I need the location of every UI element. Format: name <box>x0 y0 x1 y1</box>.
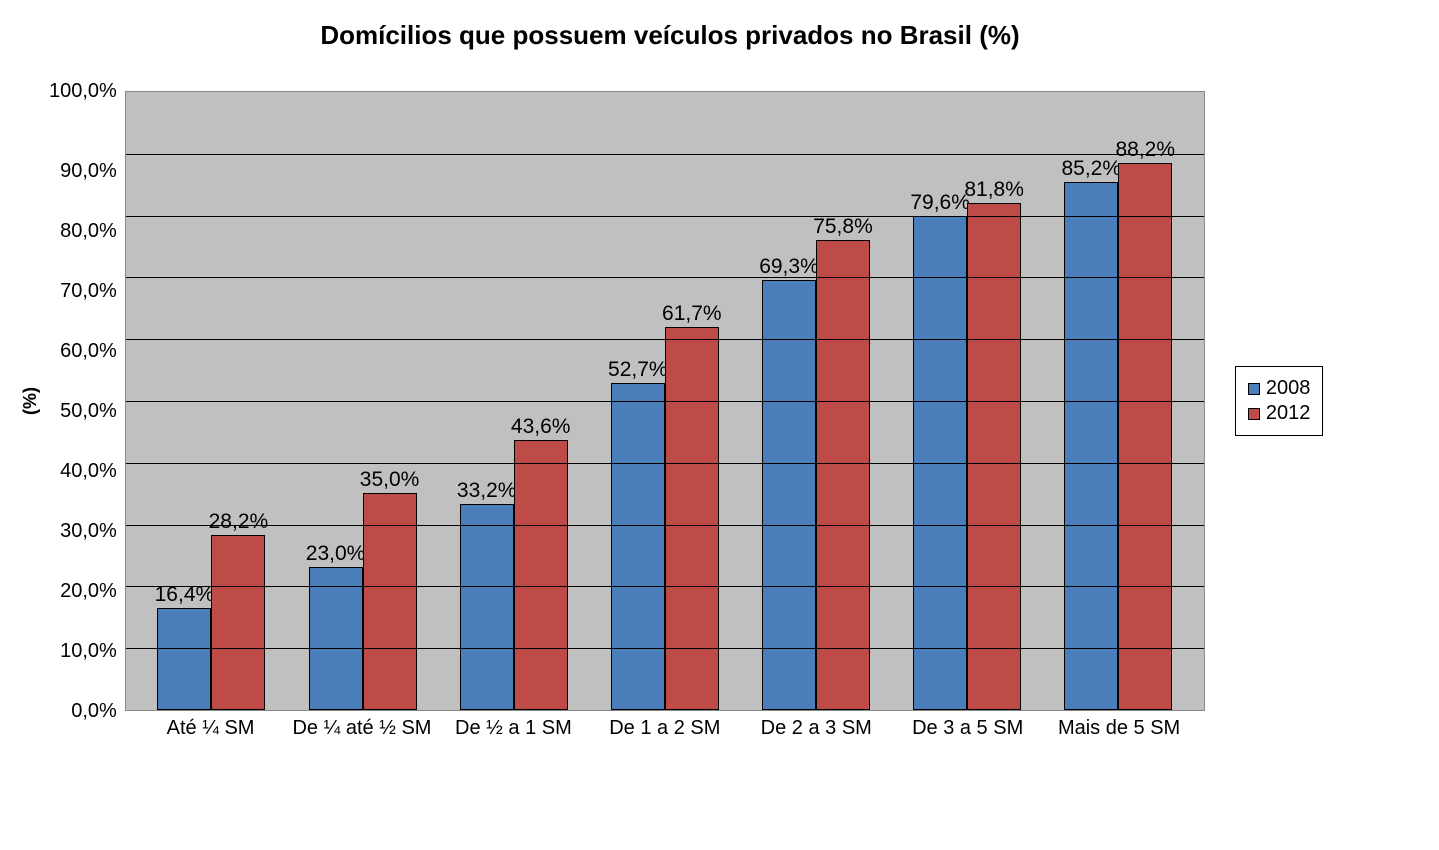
legend-label: 2008 <box>1266 377 1311 400</box>
y-tick-label: 70,0% <box>60 281 117 301</box>
legend-item: 2008 <box>1248 377 1311 400</box>
bar: 28,2% <box>211 535 265 710</box>
y-tick-label: 20,0% <box>60 581 117 601</box>
bar-value-label: 75,8% <box>813 215 873 239</box>
bar-value-label: 85,2% <box>1061 157 1121 181</box>
bar: 69,3% <box>762 280 816 710</box>
legend-label: 2012 <box>1266 402 1311 425</box>
bar: 88,2% <box>1118 163 1172 710</box>
chart-body: (%) 100,0%90,0%80,0%70,0%60,0%50,0%40,0%… <box>20 91 1420 711</box>
bar-value-label: 33,2% <box>457 479 517 503</box>
gridline <box>126 339 1204 340</box>
y-tick-label: 0,0% <box>71 701 117 721</box>
x-tick-label: De ½ a 1 SM <box>438 717 589 740</box>
bar-value-label: 28,2% <box>209 510 269 534</box>
y-axis: 100,0%90,0%80,0%70,0%60,0%50,0%40,0%30,0… <box>49 91 125 711</box>
bar-group: 69,3%75,8% <box>740 240 891 710</box>
bar-value-label: 81,8% <box>964 178 1024 202</box>
bar: 81,8% <box>967 203 1021 710</box>
y-axis-label: (%) <box>20 387 41 415</box>
y-tick-label: 60,0% <box>60 341 117 361</box>
bar-group: 52,7%61,7% <box>589 327 740 710</box>
gridline <box>126 648 1204 649</box>
gridline <box>126 401 1204 402</box>
y-tick-label: 10,0% <box>60 641 117 661</box>
bar-value-label: 23,0% <box>306 542 366 566</box>
x-axis-wrapper: Até ¼ SMDe ¼ até ½ SMDe ½ a 1 SMDe 1 a 2… <box>20 711 1420 740</box>
legend-swatch <box>1248 383 1260 395</box>
bar-group: 79,6%81,8% <box>892 203 1043 710</box>
bar-value-label: 61,7% <box>662 302 722 326</box>
bar: 52,7% <box>611 383 665 710</box>
bar: 75,8% <box>816 240 870 710</box>
gridline <box>126 525 1204 526</box>
bar-value-label: 43,6% <box>511 415 571 439</box>
y-tick-label: 80,0% <box>60 221 117 241</box>
gridline <box>126 277 1204 278</box>
gridline <box>126 463 1204 464</box>
gridline <box>126 154 1204 155</box>
bar-value-label: 52,7% <box>608 358 668 382</box>
bar-group: 33,2%43,6% <box>438 440 589 710</box>
x-tick-label: De ¼ até ½ SM <box>286 717 437 740</box>
bar-value-label: 35,0% <box>360 468 420 492</box>
x-tick-label: Mais de 5 SM <box>1043 717 1194 740</box>
plot-area: 16,4%28,2%23,0%35,0%33,2%43,6%52,7%61,7%… <box>125 91 1205 711</box>
bar: 16,4% <box>157 608 211 710</box>
bar-group: 85,2%88,2% <box>1043 163 1194 710</box>
bar: 23,0% <box>309 567 363 710</box>
y-tick-label: 40,0% <box>60 461 117 481</box>
x-tick-label: De 2 a 3 SM <box>741 717 892 740</box>
chart-title: Domícilios que possuem veículos privados… <box>0 20 1420 51</box>
x-axis: Até ¼ SMDe ¼ até ½ SMDe ½ a 1 SMDe 1 a 2… <box>125 711 1205 740</box>
x-tick-label: De 1 a 2 SM <box>589 717 740 740</box>
x-tick-label: Até ¼ SM <box>135 717 286 740</box>
gridline <box>126 586 1204 587</box>
bar: 43,6% <box>514 440 568 710</box>
chart-container: Domícilios que possuem veículos privados… <box>20 20 1420 740</box>
legend-swatch <box>1248 408 1260 420</box>
bar: 33,2% <box>460 504 514 710</box>
bar-value-label: 79,6% <box>910 191 970 215</box>
x-tick-label: De 3 a 5 SM <box>892 717 1043 740</box>
y-tick-label: 100,0% <box>49 81 117 101</box>
bar-group: 16,4%28,2% <box>136 535 287 710</box>
bar: 61,7% <box>665 327 719 710</box>
gridline <box>126 216 1204 217</box>
bar-value-label: 69,3% <box>759 255 819 279</box>
bar-value-label: 88,2% <box>1115 138 1175 162</box>
legend: 20082012 <box>1235 366 1324 436</box>
legend-item: 2012 <box>1248 402 1311 425</box>
y-tick-label: 30,0% <box>60 521 117 541</box>
bar: 85,2% <box>1064 182 1118 710</box>
y-tick-label: 90,0% <box>60 161 117 181</box>
y-tick-label: 50,0% <box>60 401 117 421</box>
